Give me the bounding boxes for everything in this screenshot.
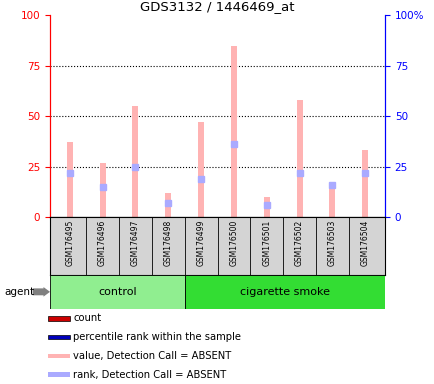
Text: GSM176504: GSM176504 — [360, 220, 369, 266]
Text: GSM176499: GSM176499 — [196, 220, 205, 266]
Bar — [99, 162, 105, 217]
Text: percentile rank within the sample: percentile rank within the sample — [73, 332, 240, 342]
Bar — [184, 275, 384, 309]
Bar — [67, 142, 72, 217]
Bar — [165, 193, 171, 217]
Bar — [48, 316, 69, 321]
Bar — [48, 372, 69, 377]
Bar — [263, 197, 269, 217]
Bar — [48, 354, 69, 358]
Bar — [50, 275, 184, 309]
Text: count: count — [73, 313, 101, 323]
Bar — [230, 46, 237, 217]
Bar — [296, 100, 302, 217]
Title: GDS3132 / 1446469_at: GDS3132 / 1446469_at — [140, 0, 294, 13]
Text: GSM176498: GSM176498 — [163, 220, 172, 266]
Text: GSM176496: GSM176496 — [98, 220, 107, 266]
Text: rank, Detection Call = ABSENT: rank, Detection Call = ABSENT — [73, 370, 226, 380]
Text: GSM176502: GSM176502 — [294, 220, 303, 266]
Bar — [329, 183, 335, 217]
Bar — [362, 151, 368, 217]
Text: GSM176500: GSM176500 — [229, 220, 238, 266]
Text: GSM176495: GSM176495 — [65, 220, 74, 266]
Text: agent: agent — [4, 287, 34, 297]
Text: value, Detection Call = ABSENT: value, Detection Call = ABSENT — [73, 351, 231, 361]
Text: control: control — [98, 287, 136, 297]
Bar — [197, 122, 204, 217]
Text: GSM176497: GSM176497 — [131, 220, 140, 266]
Text: GSM176501: GSM176501 — [262, 220, 271, 266]
Text: cigarette smoke: cigarette smoke — [239, 287, 329, 297]
Bar — [48, 335, 69, 339]
Bar — [132, 106, 138, 217]
Text: GSM176503: GSM176503 — [327, 220, 336, 266]
